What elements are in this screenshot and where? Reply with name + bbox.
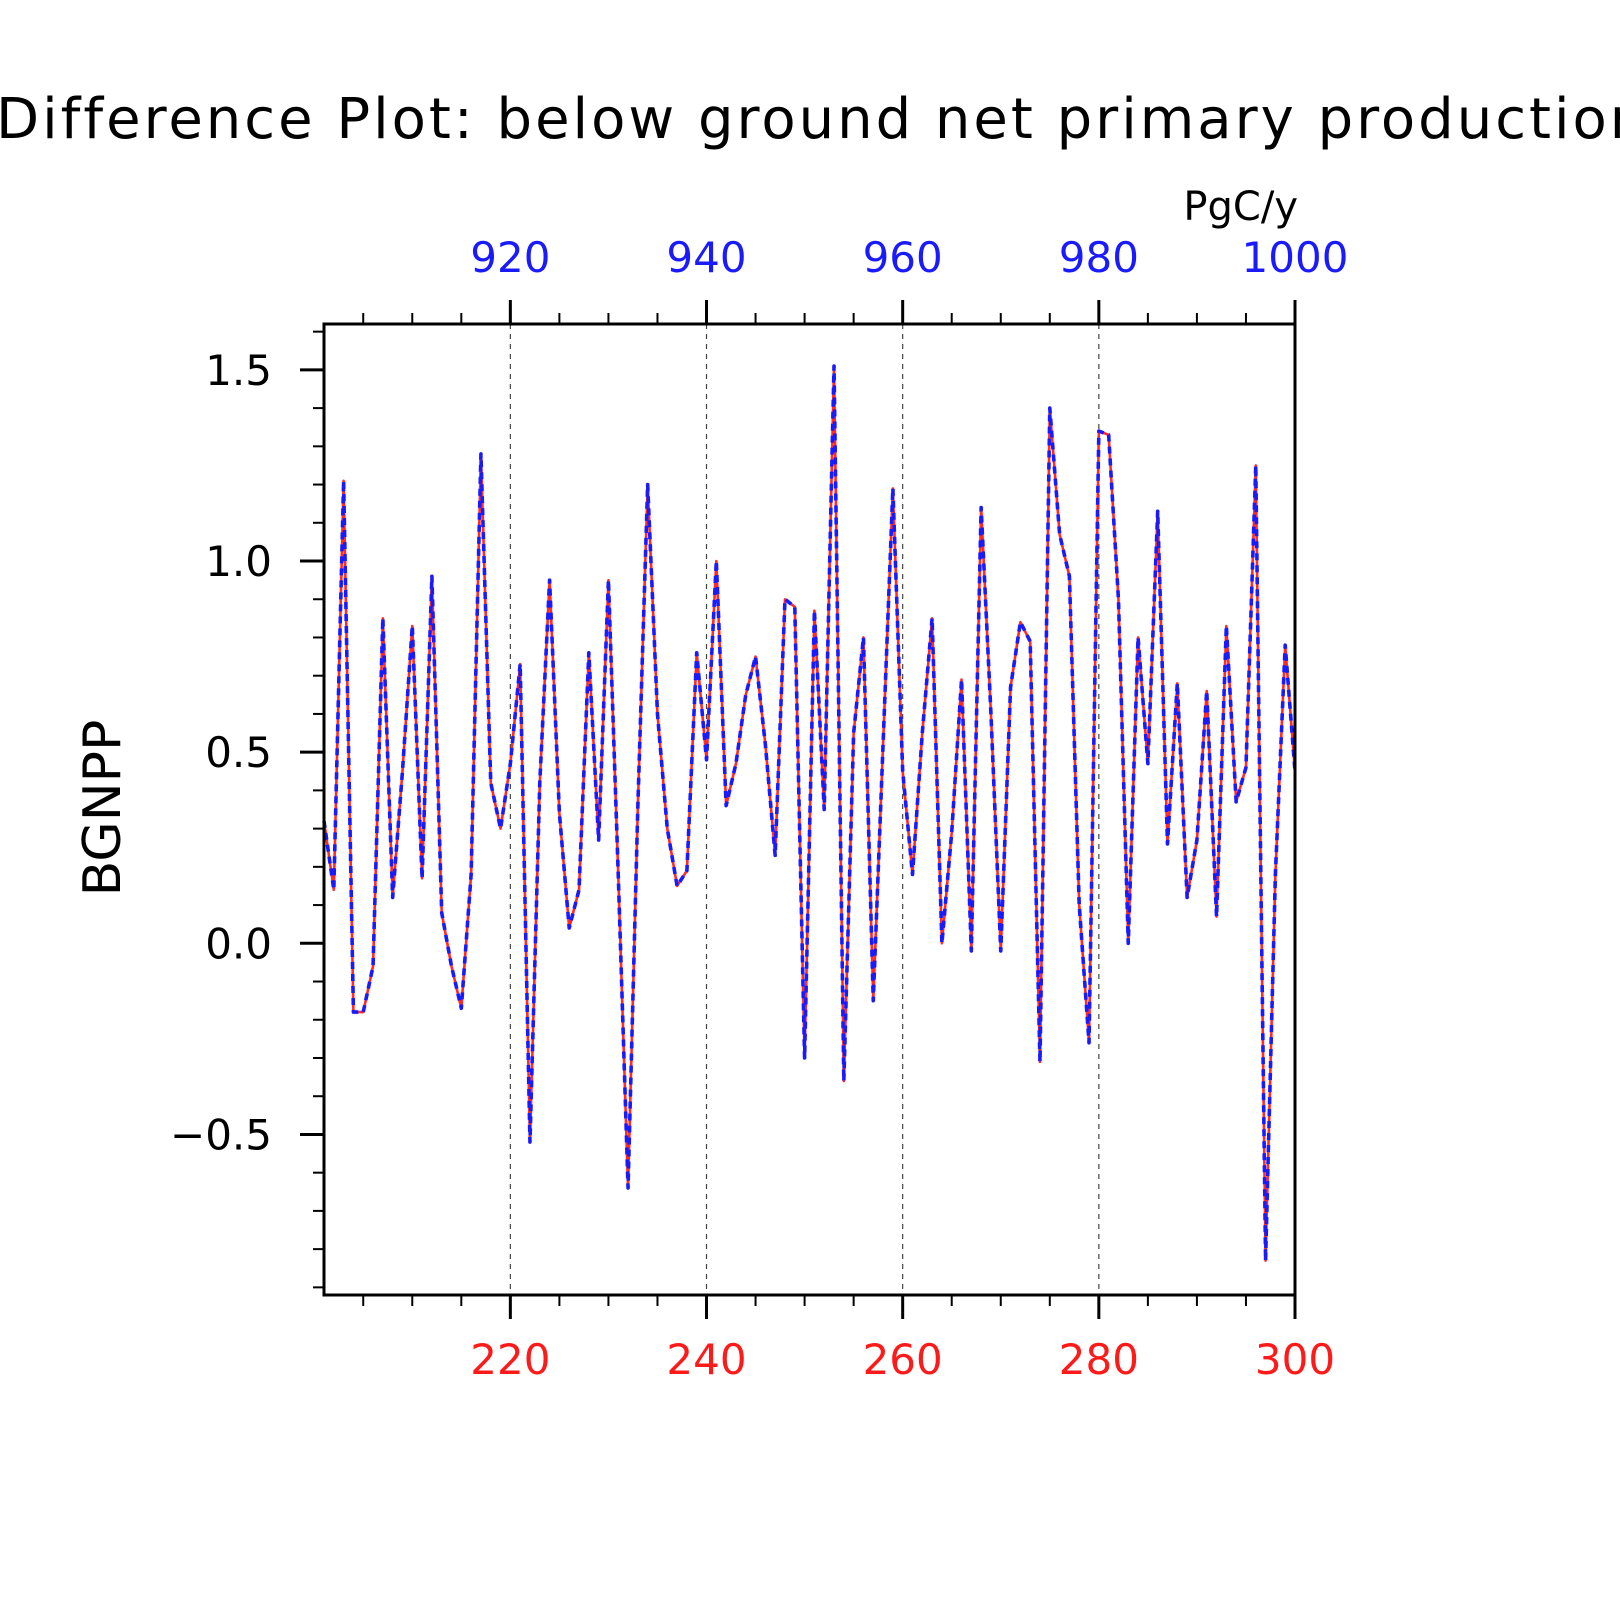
top-tick-label: 940 [666, 233, 746, 282]
y-tick-label: 1.5 [205, 346, 272, 395]
plot-frame [322, 322, 1297, 1297]
series-line-solid [322, 364, 1297, 1262]
y-axis-label: BGNPP [73, 720, 133, 897]
y-tick-label: 1.0 [205, 537, 272, 586]
tick-labels: 220 240 260 280 300 920 940 960 980 1000 −0.5 0.0 0.… [170, 233, 1348, 1384]
series-line-dashed [322, 364, 1297, 1263]
x-tick-label: 260 [863, 1335, 943, 1384]
top-tick-label: 980 [1059, 233, 1139, 282]
x-tick-label: 220 [470, 1335, 550, 1384]
x-tick-label: 240 [666, 1335, 746, 1384]
chart-title: Difference Plot: below ground net primar… [0, 87, 1620, 152]
chart-units: PgC/y [1183, 184, 1298, 230]
x-tick-label: 280 [1059, 1335, 1139, 1384]
top-tick-label: 960 [863, 233, 943, 282]
top-tick-label: 1000 [1242, 233, 1349, 282]
y-tick-label: 0.5 [205, 728, 272, 777]
series-layer [322, 364, 1297, 1263]
x-tick-label: 300 [1255, 1335, 1335, 1384]
tick-marks [300, 300, 1297, 1319]
top-tick-label: 920 [470, 233, 550, 282]
y-tick-label: 0.0 [205, 919, 272, 968]
y-tick-label: −0.5 [170, 1110, 272, 1159]
